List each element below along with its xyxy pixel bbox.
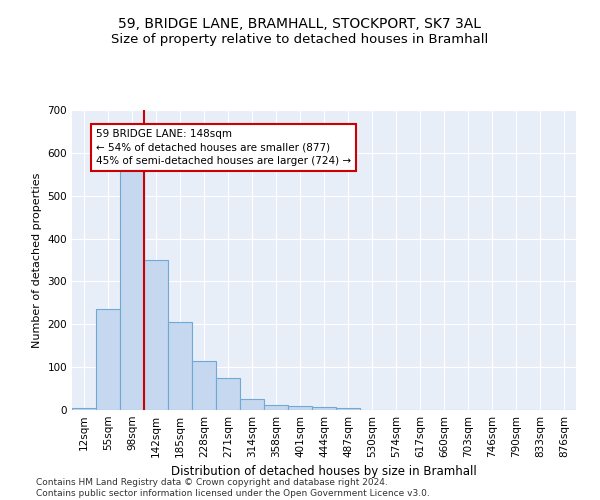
Bar	[192, 360, 216, 410]
Text: Contains HM Land Registry data © Crown copyright and database right 2024.
Contai: Contains HM Land Registry data © Crown c…	[36, 478, 430, 498]
X-axis label: Distribution of detached houses by size in Bramhall: Distribution of detached houses by size …	[171, 466, 477, 478]
Bar	[264, 405, 288, 410]
Bar	[336, 408, 360, 410]
Bar	[312, 406, 336, 410]
Bar	[240, 400, 264, 410]
Bar	[288, 406, 312, 410]
Y-axis label: Number of detached properties: Number of detached properties	[32, 172, 42, 348]
Text: 59 BRIDGE LANE: 148sqm
← 54% of detached houses are smaller (877)
45% of semi-de: 59 BRIDGE LANE: 148sqm ← 54% of detached…	[96, 130, 351, 166]
Bar	[216, 378, 240, 410]
Bar	[96, 310, 120, 410]
Bar	[144, 260, 168, 410]
Text: 59, BRIDGE LANE, BRAMHALL, STOCKPORT, SK7 3AL: 59, BRIDGE LANE, BRAMHALL, STOCKPORT, SK…	[119, 18, 482, 32]
Bar	[72, 408, 96, 410]
Text: Size of property relative to detached houses in Bramhall: Size of property relative to detached ho…	[112, 32, 488, 46]
Bar	[168, 322, 192, 410]
Bar	[120, 157, 144, 410]
